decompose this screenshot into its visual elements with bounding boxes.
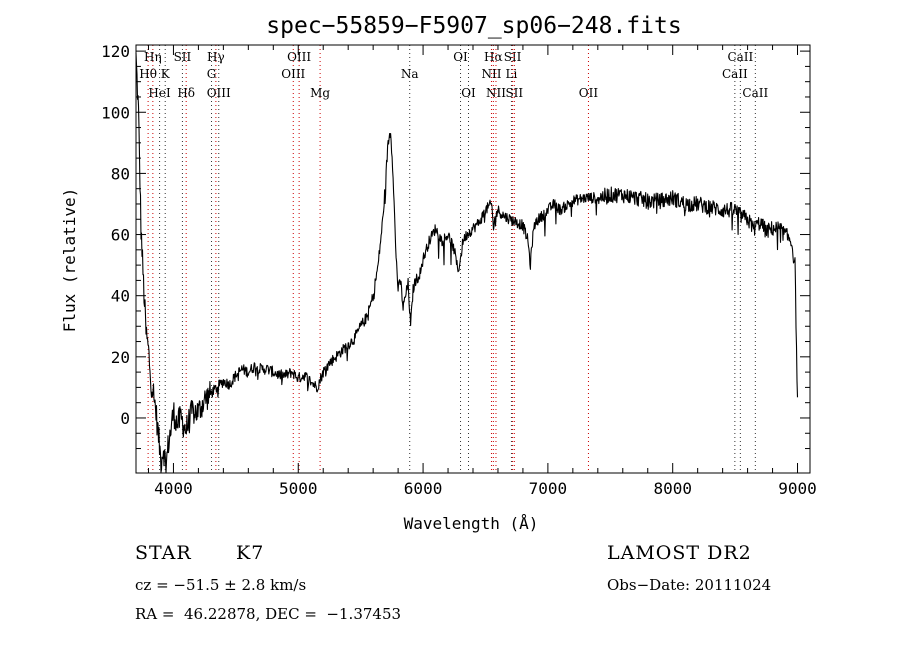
x-tick-label-6000: 6000	[404, 479, 443, 498]
redshift-cz: cz = −51.5 ± 2.8 km/s	[135, 576, 307, 594]
line-label-21: OII	[579, 86, 599, 100]
line-label-10: OIII	[281, 67, 305, 81]
line-label-17: NII	[486, 86, 506, 100]
object-subclass: K7	[236, 542, 265, 564]
x-tick-label-4000: 4000	[154, 479, 193, 498]
line-label-3: K	[161, 67, 171, 81]
line-label-23: CaII	[722, 67, 748, 81]
y-tick-label-60: 60	[111, 226, 130, 245]
y-tick-label-0: 0	[120, 409, 130, 428]
survey-label: LAMOST DR2	[607, 542, 752, 564]
y-tick-label-20: 20	[111, 348, 130, 367]
line-label-22: CaII	[727, 50, 753, 64]
line-label-19: Li	[506, 67, 518, 81]
y-tick-label-120: 120	[101, 42, 130, 61]
y-tick-label-100: 100	[101, 103, 130, 122]
line-label-9: OIII	[287, 50, 311, 64]
line-label-12: Na	[401, 67, 419, 81]
x-tick-label-7000: 7000	[529, 479, 568, 498]
line-label-2: HeI	[148, 86, 171, 100]
x-tick-label-9000: 9000	[778, 479, 817, 498]
y-axis-label: Flux (relative)	[60, 188, 79, 333]
line-label-16: NII	[481, 67, 501, 81]
line-label-5: Hδ	[177, 86, 195, 100]
line-label-0: Hη	[144, 50, 162, 64]
y-tick-label-40: 40	[111, 287, 130, 306]
plot-frame	[135, 44, 811, 474]
y-tick-label-80: 80	[111, 164, 130, 183]
line-label-18: SII	[504, 50, 522, 64]
line-label-14: OI	[461, 86, 476, 100]
line-label-6: Hγ	[207, 50, 225, 64]
line-label-1: Hθ	[139, 67, 157, 81]
x-tick-label-5000: 5000	[279, 479, 318, 498]
x-tick-label-8000: 8000	[653, 479, 692, 498]
line-label-15: Hα	[484, 50, 503, 64]
object-type: STAR	[135, 542, 192, 564]
line-label-7: G	[207, 67, 217, 81]
spectrum-line	[135, 52, 799, 474]
line-label-24: CaII	[742, 86, 768, 100]
line-label-13: OI	[453, 50, 468, 64]
chart-title: spec−55859−F5907_sp06−248.fits	[266, 13, 681, 39]
observation-date: Obs−Date: 20111024	[607, 576, 772, 594]
spectral-line-markers: HηHθHeIKSIIHδHγGOIIIOIIIOIIIMgNaOIOIHαNI…	[139, 45, 768, 473]
x-axis-label: Wavelength (Å)	[404, 514, 539, 533]
line-label-4: SII	[174, 50, 192, 64]
line-label-8: OIII	[207, 86, 231, 100]
line-label-20: SII	[505, 86, 523, 100]
line-label-11: Mg	[310, 86, 330, 100]
ra-dec-coordinates: RA = 46.22878, DEC = −1.37453	[135, 605, 402, 623]
